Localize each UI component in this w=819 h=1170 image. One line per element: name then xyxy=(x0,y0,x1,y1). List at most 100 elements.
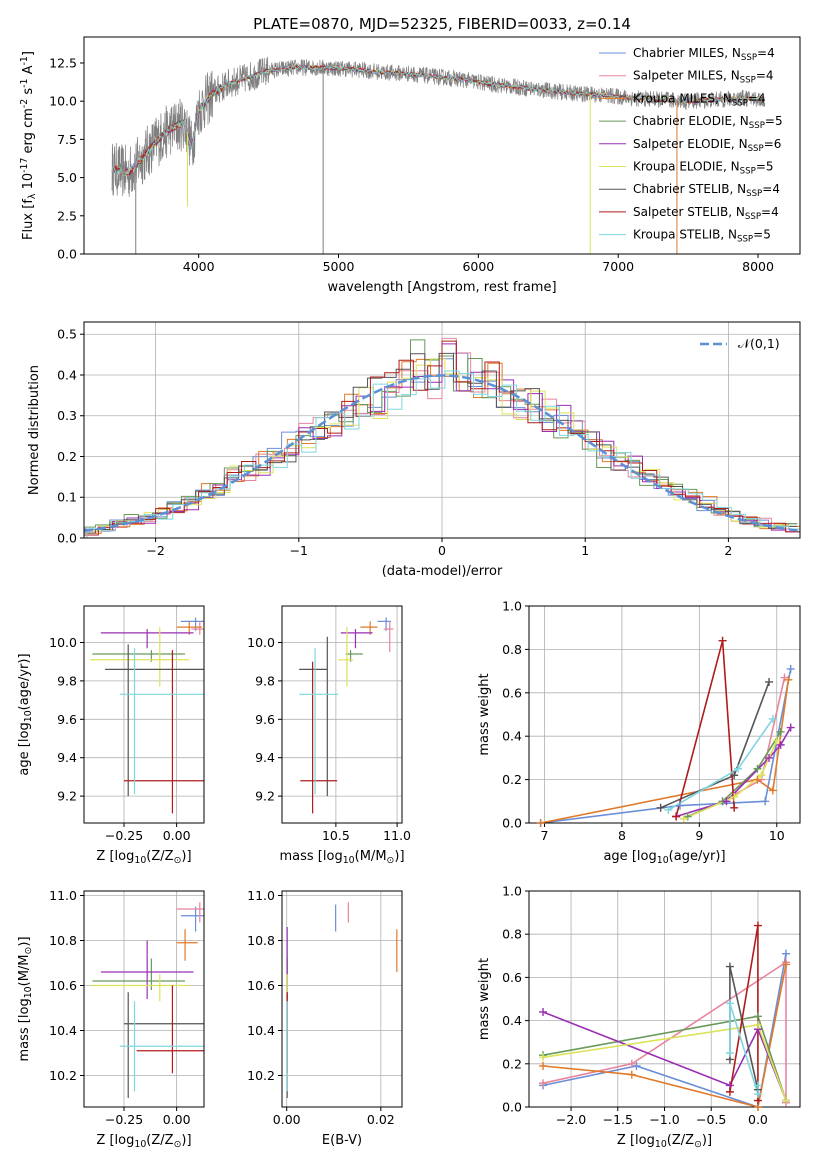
label-fragment: e xyxy=(659,69,666,83)
label-fragment: e xyxy=(690,849,698,864)
label-fragment: E xyxy=(723,137,731,151)
label-fragment: D xyxy=(712,114,721,128)
label-fragment: SSP xyxy=(737,235,753,245)
weight-marker xyxy=(730,771,739,780)
weight-marker xyxy=(539,1079,548,1088)
weight-marker xyxy=(781,1096,790,1105)
label-fragment: e xyxy=(659,137,666,151)
label-fragment: a xyxy=(17,768,32,776)
label-fragment: SSP xyxy=(732,98,748,108)
y-tick-label: 0.6 xyxy=(502,970,522,985)
label-fragment: [ xyxy=(17,1018,32,1023)
label-fragment: I xyxy=(699,46,703,60)
label-fragment: b xyxy=(656,46,664,60)
y-tick-label: 0.8 xyxy=(502,642,522,657)
x-tick-label: 8 xyxy=(618,828,626,843)
label-fragment: r xyxy=(641,160,646,174)
label-fragment: o xyxy=(455,280,463,295)
label-fragment: a xyxy=(603,849,611,864)
label-fragment: M xyxy=(688,46,698,60)
error-bar-point xyxy=(105,644,204,797)
x-axis-label: (data-model)/error xyxy=(382,564,503,579)
label-fragment: a xyxy=(292,849,300,864)
label-fragment: s xyxy=(21,88,36,95)
label-fragment: h xyxy=(641,114,649,128)
label-fragment: t xyxy=(666,137,671,151)
panel-spectrum: 4000 5000 6000 7000 8000 0.0 2.5 5.0 7.5 10.0 12.5… xyxy=(19,36,801,295)
label-fragment: ] xyxy=(551,280,556,295)
label-fragment: e xyxy=(477,699,492,707)
label-fragment: ( xyxy=(146,1133,151,1148)
axes-frame xyxy=(83,605,205,824)
label-fragment: E xyxy=(715,160,723,174)
normal-distribution-curve xyxy=(84,374,800,533)
label-fragment: l xyxy=(648,205,651,219)
label-fragment: / xyxy=(466,564,471,579)
weight-marker xyxy=(539,1007,548,1016)
weight-marker xyxy=(753,1090,762,1099)
label-fragment: 10 xyxy=(23,710,34,722)
y-tick-label: 0.0 xyxy=(502,816,522,831)
label-fragment: u xyxy=(653,228,661,242)
weight-marker xyxy=(768,714,777,723)
label-fragment: e xyxy=(489,280,497,295)
axes-frame xyxy=(281,890,403,1108)
label-fragment: ] xyxy=(707,1133,712,1148)
label-fragment: ( xyxy=(667,1133,672,1148)
label-fragment: o xyxy=(433,564,441,579)
label-fragment: S xyxy=(679,228,687,242)
label-fragment: t xyxy=(504,280,509,295)
label-fragment: v xyxy=(346,280,354,295)
legend-entry: Kroupa ELODIE, NSSP=5 xyxy=(633,160,774,177)
label-fragment: S xyxy=(708,91,716,105)
label-fragment: r xyxy=(664,46,669,60)
label-fragment: a xyxy=(668,160,675,174)
y-tick-label: 10.6 xyxy=(247,978,275,993)
weight-marker xyxy=(679,814,688,823)
y-tick-label: 1.0 xyxy=(502,599,522,614)
label-fragment: L xyxy=(696,114,703,128)
label-fragment: e xyxy=(659,205,666,219)
label-fragment: a xyxy=(338,280,346,295)
y-tick-label: 0.0 xyxy=(57,247,77,262)
weight-marker xyxy=(656,803,665,812)
label-fragment: = xyxy=(757,46,767,60)
label-fragment: K xyxy=(633,228,642,242)
label-fragment: m xyxy=(21,108,36,121)
label-fragment: , xyxy=(731,137,735,151)
label-fragment: a xyxy=(668,228,675,242)
label-fragment: , xyxy=(728,205,732,219)
x-tick-label: 10 xyxy=(769,828,785,843)
label-fragment: g xyxy=(17,722,32,730)
label-fragment: ( xyxy=(17,981,32,986)
label-fragment: N xyxy=(732,46,741,60)
weight-marker xyxy=(539,1061,548,1070)
weight-marker xyxy=(730,803,739,812)
label-fragment: r xyxy=(484,280,490,295)
label-fragment: o xyxy=(489,564,497,579)
y-axis-label: age [log10(age/yr)] xyxy=(17,653,34,775)
error-bar-point xyxy=(100,629,194,649)
y-axis-label: Normed distribution xyxy=(27,365,42,495)
label-fragment: a xyxy=(649,114,656,128)
label-fragment: ) xyxy=(17,659,32,664)
label-fragment: -1 xyxy=(19,78,30,87)
label-fragment: l xyxy=(362,280,366,295)
label-fragment: o xyxy=(639,1133,647,1148)
label-fragment: i xyxy=(477,695,492,699)
label-fragment: 5 xyxy=(763,228,771,242)
weight-marker xyxy=(753,775,762,784)
residual-histogram xyxy=(86,370,800,538)
label-fragment: e xyxy=(671,205,678,219)
label-fragment: b xyxy=(27,398,42,406)
weight-marker xyxy=(765,753,774,762)
residual-histogram xyxy=(84,340,800,538)
label-fragment: , xyxy=(729,182,733,196)
x-tick-label: 11.0 xyxy=(383,828,411,843)
label-fragment: B xyxy=(720,205,728,219)
label-fragment: S xyxy=(717,46,725,60)
label-fragment: = xyxy=(764,137,774,151)
x-tick-label: 9 xyxy=(695,828,703,843)
label-fragment: e xyxy=(21,145,36,153)
